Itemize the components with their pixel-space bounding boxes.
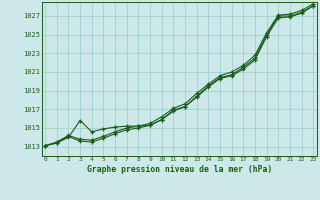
X-axis label: Graphe pression niveau de la mer (hPa): Graphe pression niveau de la mer (hPa) [87,165,272,174]
